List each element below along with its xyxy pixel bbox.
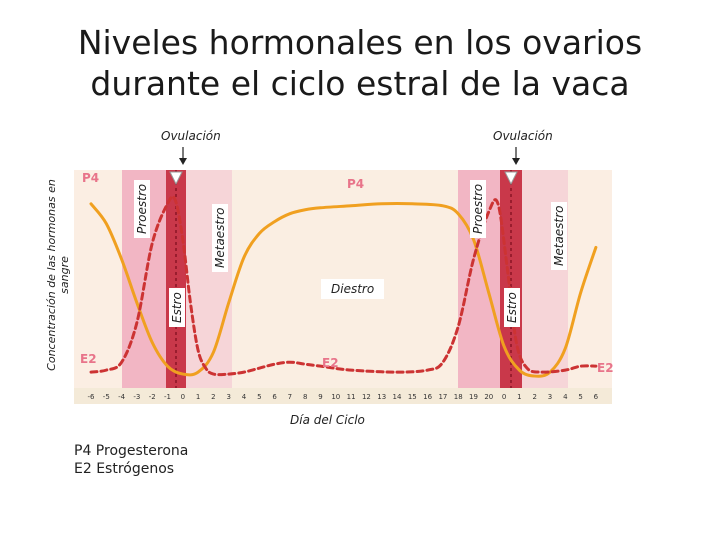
- x-axis-strip: [74, 388, 612, 404]
- x-tick-label: 5: [257, 393, 261, 401]
- x-tick-label: 4: [242, 393, 247, 401]
- x-tick-label: 18: [454, 393, 463, 401]
- x-tick-label: 5: [578, 393, 582, 401]
- ovulation-marker-1: [169, 171, 183, 186]
- x-tick-label: 4: [563, 393, 568, 401]
- x-tick-label: 12: [362, 393, 371, 401]
- x-tick-label: 10: [331, 393, 340, 401]
- x-axis-label: Día del Ciclo: [290, 413, 365, 427]
- x-tick-label: 9: [318, 393, 322, 401]
- series-label-e2-2: E2: [322, 356, 339, 370]
- title-line-2: durante el ciclo estral de la vaca: [90, 64, 630, 103]
- ovulation-label-2: Ovulación: [487, 127, 559, 145]
- x-tick-label: 15: [408, 393, 417, 401]
- x-tick-label: -2: [149, 393, 156, 401]
- x-tick-label: 2: [532, 393, 536, 401]
- x-tick-label: -3: [133, 393, 140, 401]
- ovulation-label-1: Ovulación: [155, 127, 227, 145]
- x-tick-label: 16: [423, 393, 432, 401]
- page-title: Niveles hormonales en los ovarios durant…: [0, 22, 720, 104]
- x-tick-label: 6: [594, 393, 599, 401]
- title-line-1: Niveles hormonales en los ovarios: [77, 23, 643, 62]
- phase-estro-1: Estro: [169, 288, 185, 327]
- x-tick-label: 2: [211, 393, 215, 401]
- x-tick-label: 8: [303, 393, 307, 401]
- series-label-e2-3: E2: [597, 361, 614, 375]
- ovulation-arrowhead-2: [512, 158, 520, 165]
- x-tick-label: 1: [196, 393, 200, 401]
- x-tick-label: 11: [347, 393, 356, 401]
- x-tick-label: 13: [377, 393, 386, 401]
- y-axis-label: Concentración de las hormonas en sangre: [45, 179, 71, 371]
- x-tick-label: 14: [393, 393, 402, 401]
- phase-proestro-2: Proestro: [470, 179, 486, 238]
- ovulation-arrowhead-1: [179, 158, 187, 165]
- legend-e2: E2 Estrógenos: [74, 461, 175, 477]
- x-tick-label: 7: [288, 393, 292, 401]
- phase-metaestro-1: Metaestro: [212, 203, 228, 272]
- legend: P4 Progesterona E2 Estrógenos: [74, 442, 188, 478]
- x-tick-label: 17: [438, 393, 447, 401]
- series-label-p4-2: P4: [347, 177, 364, 191]
- phase-proestro-1: Proestro: [134, 179, 150, 238]
- phase-diestro: Diestro: [321, 279, 385, 299]
- ovulation-marker-2: [504, 171, 518, 186]
- series-label-p4-1: P4: [82, 171, 99, 185]
- x-tick-label: 3: [226, 393, 230, 401]
- x-tick-label: -5: [103, 393, 110, 401]
- series-line-e2: [89, 195, 598, 377]
- x-tick-label: 20: [484, 393, 493, 401]
- x-tick-label: -4: [118, 393, 126, 401]
- x-tick-label: 6: [272, 393, 277, 401]
- series-line-p4: [89, 202, 598, 378]
- x-tick-label: 0: [502, 393, 506, 401]
- legend-p4: P4 Progesterona: [74, 443, 189, 459]
- x-tick-label: 3: [548, 393, 552, 401]
- x-tick-label: -1: [164, 393, 171, 401]
- x-tick-label: -6: [88, 393, 96, 401]
- x-tick-label: 1: [517, 393, 521, 401]
- x-tick-label: 19: [469, 393, 478, 401]
- phase-estro-2: Estro: [504, 288, 520, 327]
- x-tick-label: 0: [181, 393, 185, 401]
- phase-metaestro-2: Metaestro: [551, 201, 567, 270]
- series-label-e2-1: E2: [80, 352, 97, 366]
